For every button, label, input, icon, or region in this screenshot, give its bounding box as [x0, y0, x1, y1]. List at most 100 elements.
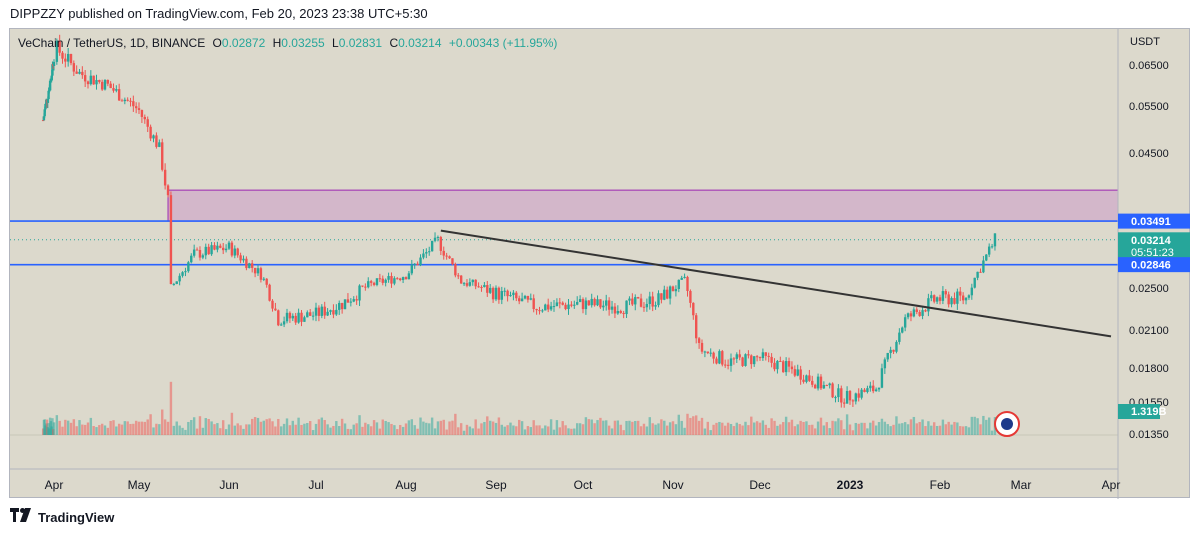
candle-body: [277, 310, 280, 326]
candle-body: [112, 88, 115, 91]
candle-body: [115, 89, 118, 91]
volume-bar: [645, 426, 649, 435]
candle-body: [552, 306, 556, 308]
candle-body: [126, 99, 129, 101]
candle-body: [288, 312, 292, 319]
volume-bar: [901, 423, 904, 435]
candle-body: [204, 246, 207, 256]
candle-body: [343, 299, 347, 310]
symbol-legend: VeChain / TetherUS, 1D, BINANCE O0.02872…: [18, 36, 557, 50]
volume-bar: [384, 420, 387, 435]
volume-bar: [906, 424, 910, 435]
x-tick-label: Jul: [308, 478, 323, 492]
volume-bar: [306, 423, 309, 435]
candle-body: [596, 299, 599, 306]
open-label: O: [212, 36, 222, 50]
volume-bar: [729, 423, 733, 435]
candle-body: [918, 311, 921, 316]
candle-body: [610, 306, 614, 310]
volume-bar: [81, 424, 84, 435]
volume-bar: [468, 426, 472, 435]
candle-body: [58, 40, 61, 53]
candle-body: [201, 255, 205, 258]
y-tick-label: 0.02100: [1129, 325, 1169, 337]
chart-panel[interactable]: USDT 0.06500 0.05500 0.04500 0.02500 0.02100 0…: [9, 28, 1191, 499]
volume-bar: [213, 424, 216, 435]
volume-tag: [1118, 404, 1160, 419]
volume-bar: [398, 424, 402, 435]
volume-bar: [549, 419, 553, 435]
candle-body: [297, 312, 300, 323]
candle-body: [161, 142, 164, 170]
volume-bar: [140, 421, 144, 435]
candle-body: [92, 75, 95, 85]
volume-bar: [242, 428, 245, 435]
candle-body: [703, 351, 707, 353]
candle-body: [697, 338, 701, 343]
candle-body: [642, 306, 646, 308]
candle-body: [555, 302, 559, 307]
x-tick-label: Aug: [395, 478, 416, 492]
volume-bar: [619, 424, 622, 435]
candle-body: [465, 283, 469, 286]
volume-bar: [86, 422, 90, 435]
candle-body: [332, 310, 335, 315]
volume-bar: [390, 423, 393, 435]
volume-bar: [642, 423, 646, 435]
candle-body: [477, 286, 480, 288]
volume-bar: [570, 428, 573, 435]
candle-body: [483, 285, 486, 288]
volume-bar: [529, 427, 532, 435]
candle-body: [927, 298, 930, 312]
volume-bar: [599, 417, 602, 435]
volume-bar: [663, 420, 666, 435]
volume-bar: [915, 423, 918, 435]
volume-bar: [126, 421, 129, 435]
volume-bar: [323, 420, 326, 435]
volume-bar: [117, 423, 121, 435]
volume-bar: [149, 414, 152, 435]
candle-body: [535, 309, 538, 311]
volume-bar: [668, 422, 672, 435]
volume-group: [41, 381, 997, 435]
volume-bar: [486, 416, 489, 435]
candle-body: [837, 388, 840, 398]
volume-bar: [764, 424, 768, 435]
candle-body: [674, 288, 678, 292]
price-chart[interactable]: USDT 0.06500 0.05500 0.04500 0.02500 0.02100 0…: [10, 29, 1191, 499]
footer-brand[interactable]: TradingView: [10, 508, 114, 526]
volume-bar: [625, 420, 628, 435]
volume-bar: [329, 427, 332, 435]
volume-bar: [430, 417, 434, 435]
candle-body: [744, 354, 747, 366]
x-tick-label: Oct: [574, 478, 593, 492]
volume-bar: [796, 424, 799, 435]
candle-body: [741, 357, 744, 366]
candle-body: [66, 53, 70, 62]
candle-body: [317, 307, 321, 316]
candle-body: [628, 298, 631, 301]
volume-bar: [758, 422, 762, 435]
candle-body: [700, 342, 704, 352]
candle-body: [396, 278, 399, 280]
candle-body: [578, 299, 582, 303]
volume-bar: [428, 423, 431, 435]
low-value: 0.02831: [338, 36, 383, 50]
volume-bar: [715, 422, 718, 435]
candle-body: [874, 389, 878, 392]
volume-bar: [439, 420, 443, 435]
y-tick-label: 0.02500: [1129, 283, 1169, 295]
volume-bar: [483, 421, 486, 435]
volume-bar: [143, 421, 147, 435]
candle-body: [338, 302, 341, 310]
candle-body: [468, 282, 472, 286]
candle-body: [767, 355, 770, 357]
candle-body: [686, 276, 689, 291]
volume-bar: [132, 423, 135, 435]
candle-body: [86, 81, 90, 85]
candle-body: [779, 360, 782, 362]
volume-bar: [198, 416, 202, 435]
candle-body: [311, 315, 315, 317]
candle-body: [248, 263, 251, 269]
candle-body: [863, 389, 866, 393]
